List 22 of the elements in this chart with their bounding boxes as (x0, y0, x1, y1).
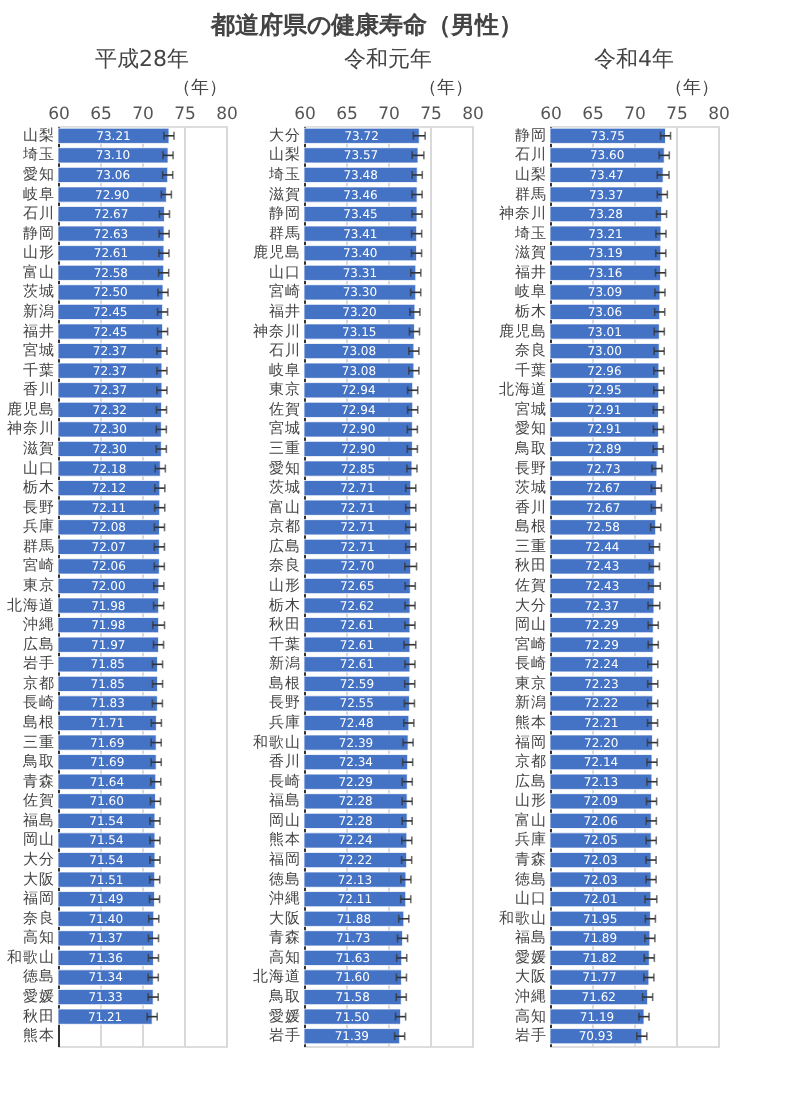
x-tick-label: 65 (336, 105, 358, 125)
x-tick-label: 80 (462, 105, 484, 125)
x-tick-label: 70 (132, 105, 154, 125)
chart-title: 令和元年 (344, 46, 432, 72)
text: 都道府県の健康寿命（男性） (209, 11, 524, 39)
x-tick-label: 75 (174, 105, 196, 125)
chart-title: 令和4年 (594, 46, 674, 72)
x-tick-label: 80 (216, 105, 238, 125)
x-tick-label: 70 (378, 105, 400, 125)
x-tick-label: 65 (582, 105, 604, 125)
x-tick-label: 65 (90, 105, 112, 125)
chart-title: 平成28年 (95, 46, 189, 72)
x-tick-label: 60 (48, 105, 70, 125)
x-tick-label: 60 (294, 105, 316, 125)
x-tick-label: 60 (540, 105, 562, 125)
x-tick-label: 75 (666, 105, 688, 125)
x-axis-title: （年） (665, 77, 719, 99)
x-axis-title: （年） (173, 77, 227, 99)
x-tick-label: 80 (708, 105, 730, 125)
x-tick-label: 75 (420, 105, 442, 125)
x-tick-label: 70 (624, 105, 646, 125)
x-axis-title: （年） (419, 77, 473, 99)
